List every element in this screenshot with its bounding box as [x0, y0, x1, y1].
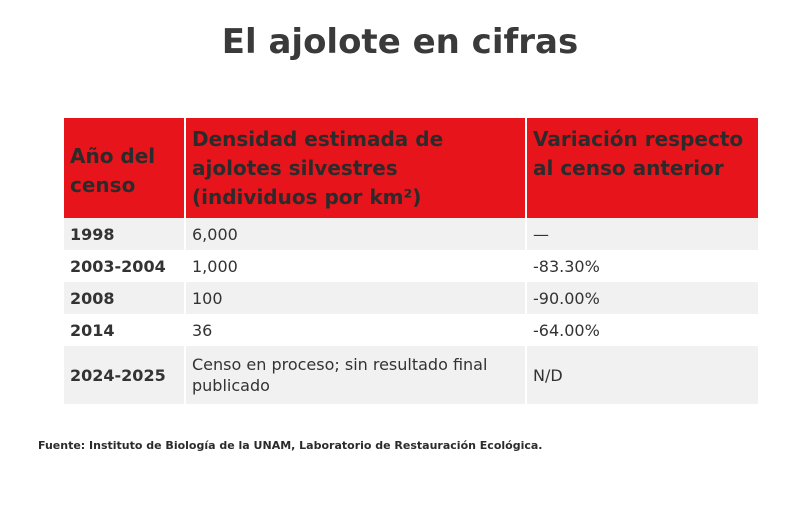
page-title: El ajolote en cifras	[221, 22, 579, 62]
year-cell: 2024-2025	[64, 346, 184, 404]
variation-cell: -83.30%	[527, 250, 758, 282]
variation-cell: N/D	[527, 346, 758, 404]
variation-cell: -64.00%	[527, 314, 758, 346]
table-row: 2024-2025 Censo en proceso; sin resultad…	[64, 346, 758, 404]
year-cell: 2003-2004	[64, 250, 184, 282]
density-cell: 1,000	[186, 250, 525, 282]
data-table: Año del censo Densidad estimada de ajolo…	[62, 118, 760, 404]
year-cell: 2008	[64, 282, 184, 314]
density-cell: 6,000	[186, 218, 525, 250]
table-row: 2008 100 -90.00%	[64, 282, 758, 314]
variation-cell: —	[527, 218, 758, 250]
year-cell: 1998	[64, 218, 184, 250]
variation-cell: -90.00%	[527, 282, 758, 314]
column-header-variation: Variación respecto al censo anterior	[527, 118, 758, 218]
table-row: 2003-2004 1,000 -83.30%	[64, 250, 758, 282]
source-note: Fuente: Instituto de Biología de la UNAM…	[38, 439, 543, 452]
density-cell: 100	[186, 282, 525, 314]
table-row: 2014 36 -64.00%	[64, 314, 758, 346]
column-header-year: Año del censo	[64, 118, 184, 218]
density-cell: 36	[186, 314, 525, 346]
column-header-density: Densidad estimada de ajolotes silvestres…	[186, 118, 525, 218]
year-cell: 2014	[64, 314, 184, 346]
table-row: 1998 6,000 —	[64, 218, 758, 250]
table-header-row: Año del censo Densidad estimada de ajolo…	[64, 118, 758, 218]
density-cell: Censo en proceso; sin resultado final pu…	[186, 346, 525, 404]
